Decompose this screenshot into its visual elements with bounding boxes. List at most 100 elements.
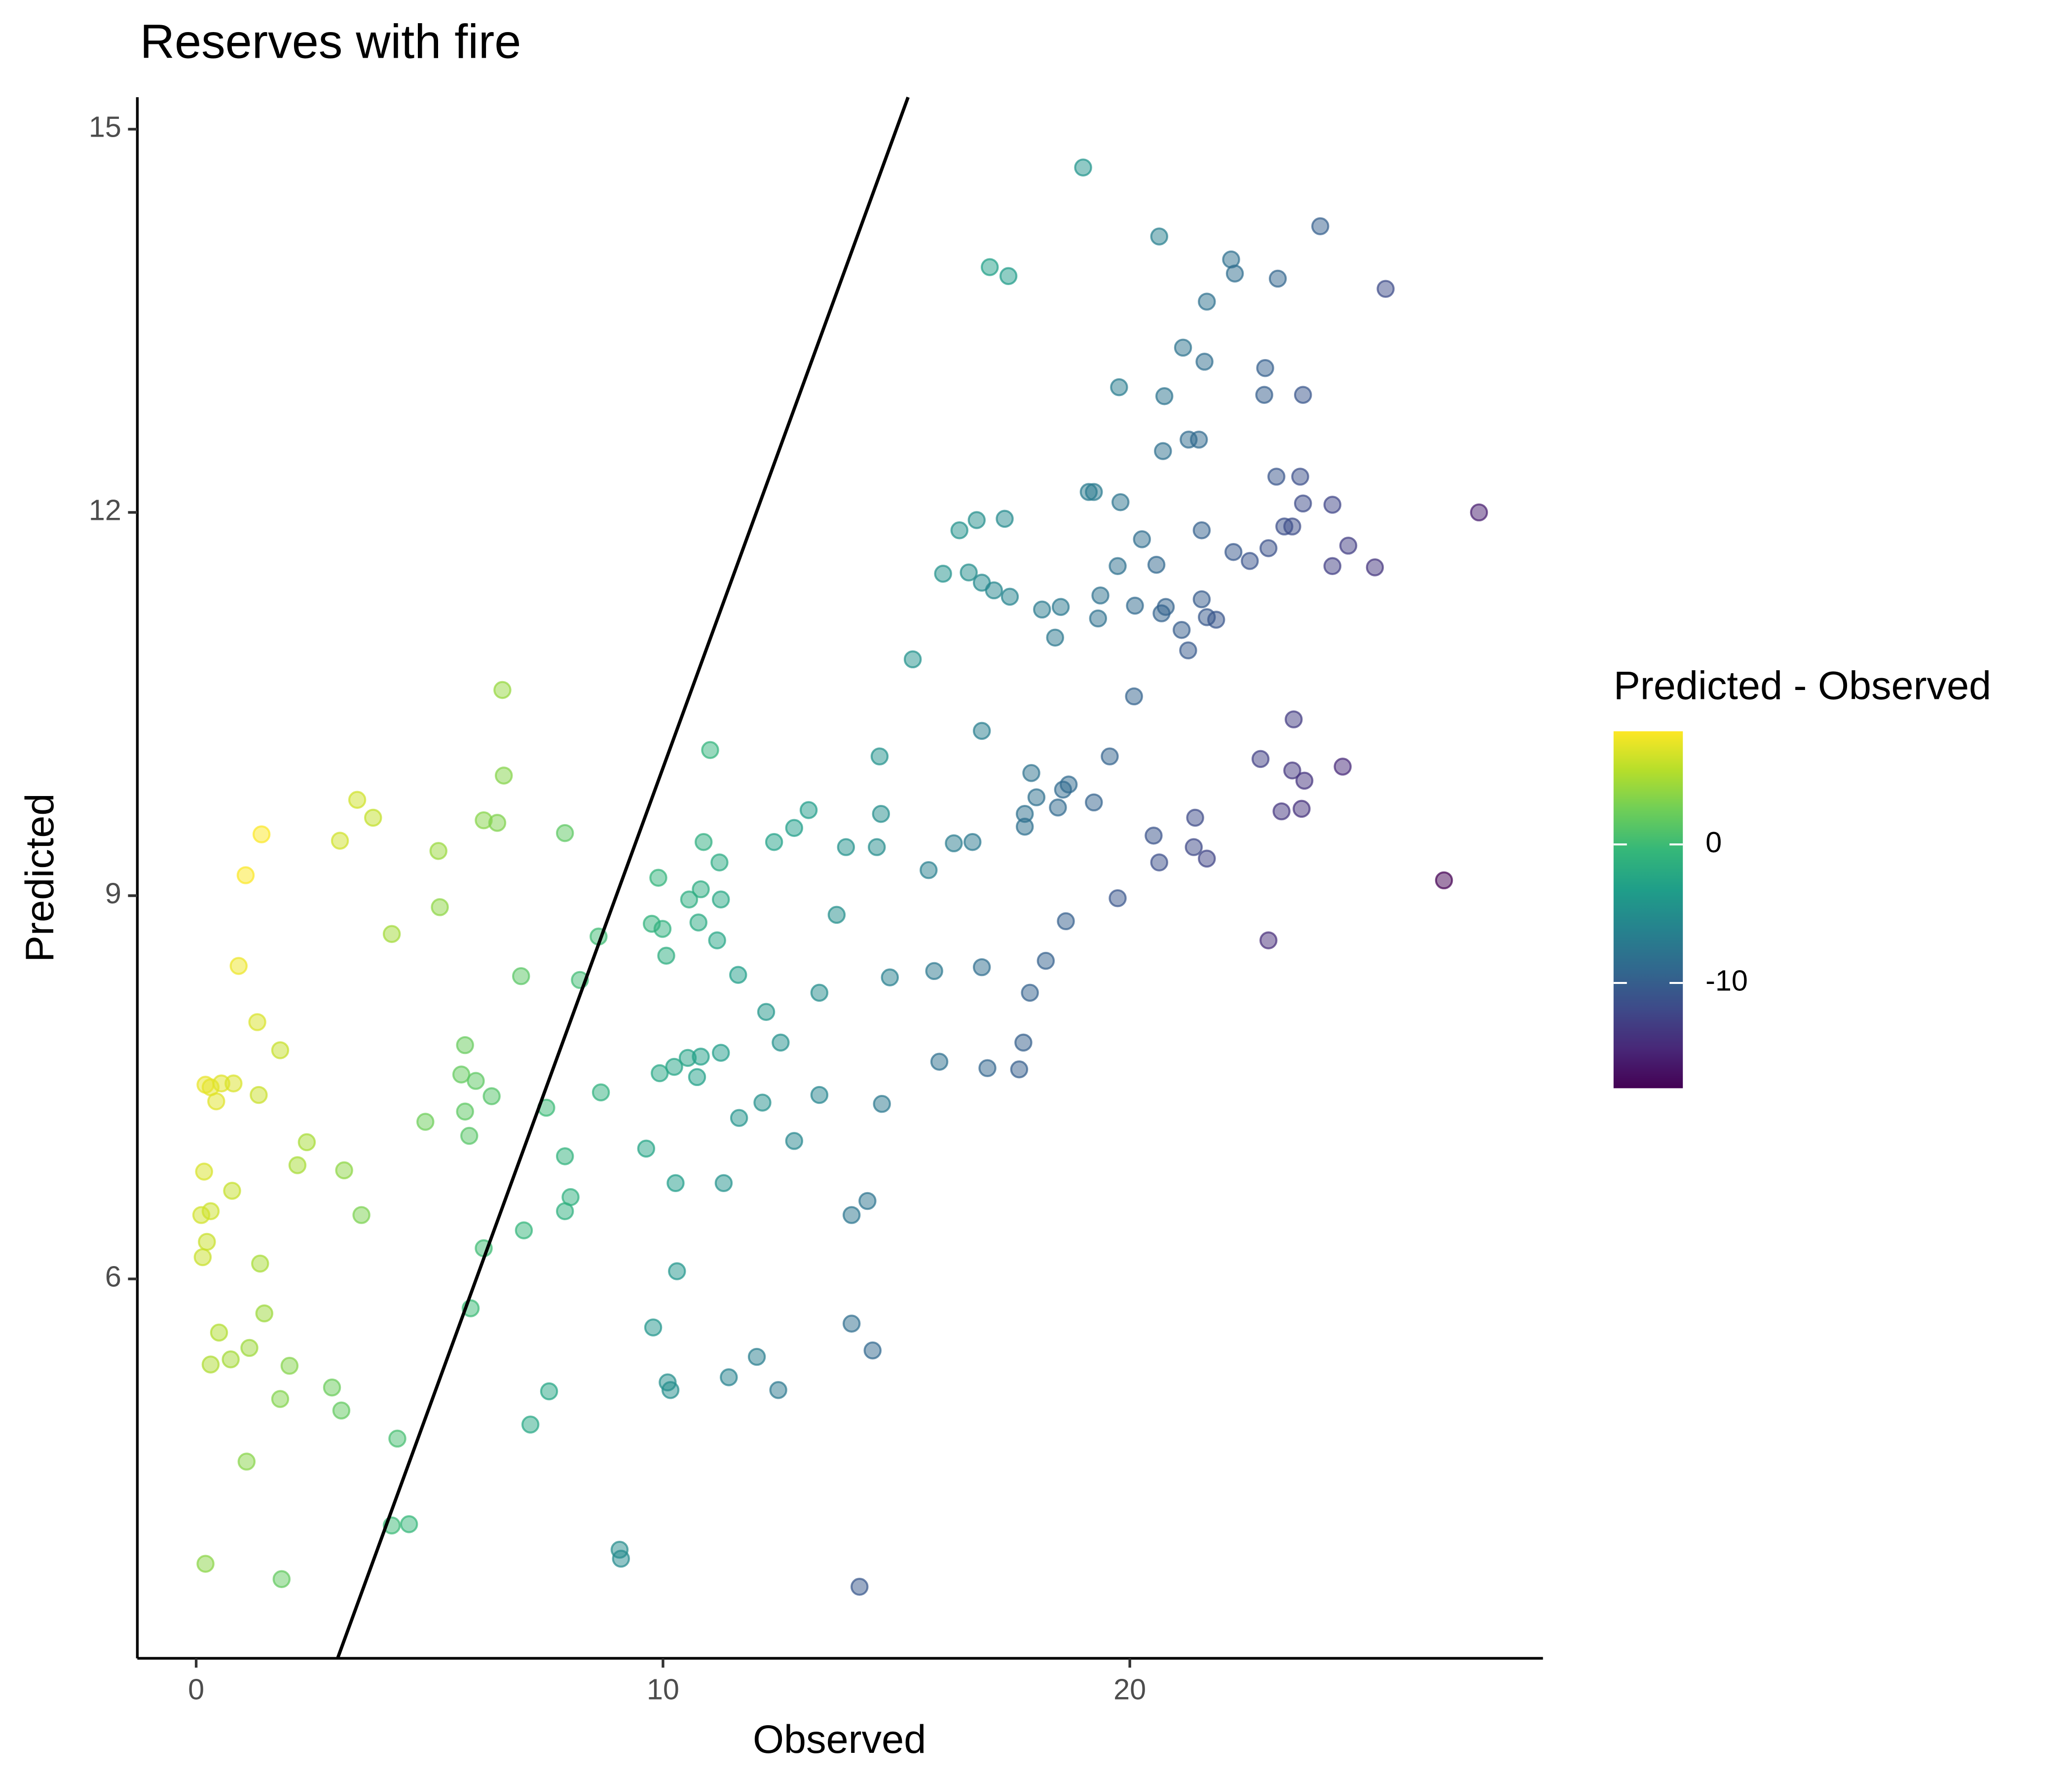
point [1256,359,1274,377]
point [972,722,991,740]
point [688,1068,706,1087]
point [237,1452,256,1471]
point [963,833,982,851]
x-tick-label: 0 [188,1673,204,1706]
point [195,1162,213,1181]
point [810,1086,829,1104]
point [1376,280,1395,298]
point [1339,537,1358,555]
point [1089,609,1108,628]
point [1251,750,1270,768]
point [863,1341,882,1360]
point [870,747,889,765]
point [772,1033,790,1052]
point [198,1233,216,1251]
point [757,1003,776,1021]
point [858,1192,877,1210]
point [1259,539,1278,557]
y-axis-title: Predicted [18,794,62,962]
point [1323,557,1342,575]
point [193,1248,212,1267]
point [1154,442,1172,460]
point [364,808,382,827]
point [252,825,271,843]
point [1109,889,1127,907]
point [271,1041,290,1059]
point [1147,555,1166,574]
point [488,814,507,832]
point [1016,817,1034,836]
point [1110,378,1128,397]
point [701,741,719,759]
point [494,766,513,785]
colorbar [1613,731,1683,1089]
point [521,1415,540,1434]
x-axis-title: Observed [753,1717,926,1762]
point [799,801,818,819]
point [881,968,899,987]
point [851,1578,869,1596]
point [288,1156,307,1174]
point [985,581,1003,600]
point [555,1202,574,1221]
point [251,1254,269,1273]
point [348,791,367,809]
point [271,1390,290,1408]
point [1259,931,1278,949]
point [1133,530,1151,548]
point [1333,758,1352,776]
point [1014,1033,1033,1052]
point [1036,951,1055,970]
point [972,958,991,977]
point [1152,604,1171,622]
point [1207,611,1225,629]
point [1366,558,1384,577]
point [1255,386,1273,404]
point [785,819,804,837]
point [1186,808,1204,827]
point [637,1139,656,1158]
point [651,1064,669,1083]
point [467,1072,485,1090]
y-tick-label: 9 [105,877,121,910]
point [1272,802,1291,821]
point [207,1092,225,1111]
point [978,1059,997,1077]
point [1291,468,1309,486]
point [592,1083,610,1102]
point [765,833,783,851]
point [694,833,713,851]
point [1074,158,1092,177]
point [842,1314,861,1333]
point [192,1206,211,1224]
point [1022,764,1040,782]
point [842,1206,861,1224]
point [925,962,943,980]
point [692,880,710,899]
point [1172,621,1191,639]
y-tick-label: 15 [89,110,121,144]
point [747,1347,766,1366]
point [222,1350,240,1369]
point [201,1355,220,1374]
point [1150,853,1169,871]
point [382,925,401,943]
point [1283,761,1301,780]
point [1051,598,1070,616]
point [1125,687,1143,706]
point [248,1013,266,1031]
point [708,931,726,949]
point [1145,827,1163,845]
point [515,1221,533,1239]
point [720,1368,738,1386]
point [649,869,667,887]
point [332,1401,351,1420]
point [1295,771,1314,790]
point [1311,217,1330,235]
point [1283,517,1301,536]
point [250,1086,268,1104]
point [644,1318,663,1337]
point [1435,871,1453,890]
chart-title: Reserves with fire [140,15,521,69]
point [1091,586,1110,605]
